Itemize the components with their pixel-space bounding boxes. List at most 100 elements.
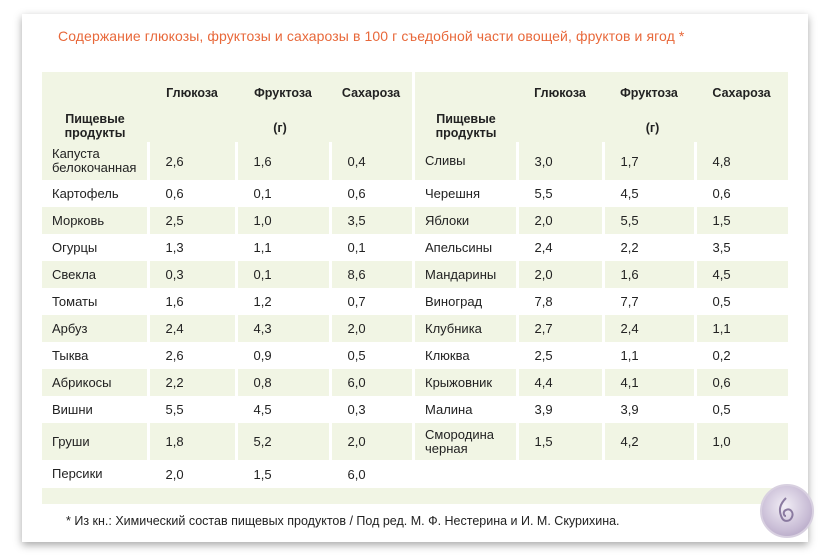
- column-separator: [412, 234, 415, 261]
- product-name-cell: Смородина черная: [415, 423, 517, 460]
- fructose-value-cell: 4,5: [601, 180, 695, 207]
- sucrose-value-cell: 4,5: [693, 261, 788, 288]
- glucose-value-cell: 1,3: [146, 234, 236, 261]
- table-row: Картофель 0,6 0,1 0,6 Черешня 5,5 4,5 0,6: [42, 180, 788, 207]
- product-name-cell: Груши: [42, 423, 148, 460]
- product-name-cell: Тыква: [52, 347, 89, 363]
- glucose-value-cell: 0,6: [146, 180, 236, 207]
- sucrose-value-cell: 0,6: [693, 180, 788, 207]
- sucrose-value-cell: [693, 460, 788, 488]
- header-glucose-right: Глюкоза: [517, 72, 603, 114]
- sucrose-value-cell: 4,8: [693, 142, 788, 180]
- fructose-value-cell: 1,6: [234, 142, 330, 180]
- page-title: Содержание глюкозы, фруктозы и сахарозы …: [58, 28, 685, 44]
- column-separator: [412, 207, 415, 234]
- fructose-value-cell: 0,8: [234, 369, 330, 396]
- column-separator: [412, 396, 415, 423]
- product-name-cell: Сливы: [415, 142, 517, 180]
- glucose-value-cell: [515, 460, 603, 488]
- product-name-cell: Крыжовник: [415, 369, 517, 396]
- product-name-cell: Персики: [52, 466, 103, 481]
- fructose-value-cell: 5,2: [234, 423, 330, 460]
- column-separator: [412, 369, 415, 396]
- table-row: Персики 2,0 1,5 6,0: [42, 460, 788, 488]
- sucrose-value-cell: 2,0: [328, 423, 412, 460]
- fructose-value-cell: 4,2: [601, 423, 695, 460]
- sucrose-value-cell: 0,1: [328, 234, 412, 261]
- table-row: Тыква 2,6 0,9 0,5 Клюква 2,5 1,1 0,2: [42, 342, 788, 369]
- sucrose-value-cell: 6,0: [328, 369, 412, 396]
- fructose-value-cell: 7,7: [601, 288, 695, 315]
- sucrose-value-cell: 1,1: [693, 315, 788, 342]
- fructose-value-cell: 2,2: [601, 234, 695, 261]
- header-product-line2: продукты: [435, 126, 497, 140]
- sucrose-value-cell: 0,3: [328, 396, 412, 423]
- sucrose-value-cell: 0,5: [693, 396, 788, 423]
- product-name-cell: Арбуз: [42, 315, 148, 342]
- product-name-cell: Капуста белокочанная: [42, 142, 148, 180]
- product-name-cell: Картофель: [52, 185, 119, 201]
- glucose-value-cell: 7,8: [515, 288, 603, 315]
- glucose-value-cell: 5,5: [146, 396, 236, 423]
- header-glucose-left: Глюкоза: [148, 72, 236, 114]
- header-product-left: Пищевые продукты: [42, 72, 148, 142]
- sucrose-value-cell: 0,6: [328, 180, 412, 207]
- header-product-right: Пищевые продукты: [415, 72, 517, 142]
- sugar-table-wrapper: Пищевые продукты Глюкоза Фруктоза Сахаро…: [42, 72, 788, 504]
- glucose-value-cell: 2,4: [515, 234, 603, 261]
- fructose-value-cell: [601, 460, 695, 488]
- header-row: Пищевые продукты Глюкоза Фруктоза Сахаро…: [42, 72, 788, 142]
- product-name-cell: Морковь: [42, 207, 148, 234]
- sucrose-value-cell: 3,5: [693, 234, 788, 261]
- sucrose-value-cell: 0,7: [328, 288, 412, 315]
- fructose-value-cell: 0,1: [234, 180, 330, 207]
- table-body: Капуста белокочанная 2,6 1,6 0,4 Сливы 3,0 1,7…: [42, 142, 788, 488]
- table-footer-band: [42, 488, 788, 504]
- header-sucrose-right: Сахароза: [695, 72, 788, 114]
- sucrose-value-cell: 6,0: [328, 460, 412, 488]
- header-fructose-left: Фруктоза: [236, 72, 330, 114]
- table-row: Капуста белокочанная 2,6 1,6 0,4 Сливы 3,0 1,7…: [42, 142, 788, 180]
- fructose-value-cell: 1,1: [601, 342, 695, 369]
- product-name-cell: [415, 460, 517, 488]
- glucose-value-cell: 2,4: [146, 315, 236, 342]
- sucrose-value-cell: 0,2: [693, 342, 788, 369]
- product-name-cell: Малина: [425, 401, 473, 417]
- sucrose-value-cell: 0,5: [693, 288, 788, 315]
- product-name-cell: Клюква: [425, 347, 470, 363]
- footnote: * Из кн.: Химический состав пищевых прод…: [66, 514, 620, 528]
- column-separator: [412, 142, 415, 180]
- header-fructose-right: Фруктоза: [603, 72, 695, 114]
- glucose-value-cell: 2,5: [515, 342, 603, 369]
- product-name-cell: Мандарины: [415, 261, 517, 288]
- product-name-cell: Яблоки: [415, 207, 517, 234]
- column-separator: [412, 72, 415, 142]
- fructose-value-cell: 0,9: [234, 342, 330, 369]
- product-name-cell: Черешня: [425, 185, 481, 201]
- product-name-cell: Свекла: [42, 261, 148, 288]
- fructose-value-cell: 4,1: [601, 369, 695, 396]
- header-sucrose-left: Сахароза: [330, 72, 412, 114]
- sucrose-value-cell: 3,5: [328, 207, 412, 234]
- header-product-line1: Пищевые: [65, 112, 125, 126]
- unit-label-right: (г): [517, 114, 788, 142]
- column-separator: [412, 288, 415, 315]
- fructose-value-cell: 4,3: [234, 315, 330, 342]
- table-row: Вишни 5,5 4,5 0,3 Малина 3,9 3,9 0,5: [42, 396, 788, 423]
- column-separator: [412, 261, 415, 288]
- header-product-line2: продукты: [64, 126, 126, 140]
- fructose-value-cell: 1,1: [234, 234, 330, 261]
- header-product-line1: Пищевые: [436, 112, 496, 126]
- table-row: Абрикосы 2,2 0,8 6,0 Крыжовник 4,4 4,1 0,6: [42, 369, 788, 396]
- table-row: Свекла 0,3 0,1 8,6 Мандарины 2,0 1,6 4,5: [42, 261, 788, 288]
- column-separator: [412, 342, 415, 369]
- unit-label-left: (г): [148, 114, 412, 142]
- fructose-value-cell: 1,5: [234, 460, 330, 488]
- product-name-cell: Клубника: [415, 315, 517, 342]
- glucose-value-cell: 2,2: [146, 369, 236, 396]
- glucose-value-cell: 2,0: [515, 261, 603, 288]
- fructose-value-cell: 5,5: [601, 207, 695, 234]
- sucrose-value-cell: 1,5: [693, 207, 788, 234]
- unit-row: (г) (г): [42, 114, 788, 142]
- product-name-cell: Виноград: [425, 293, 483, 309]
